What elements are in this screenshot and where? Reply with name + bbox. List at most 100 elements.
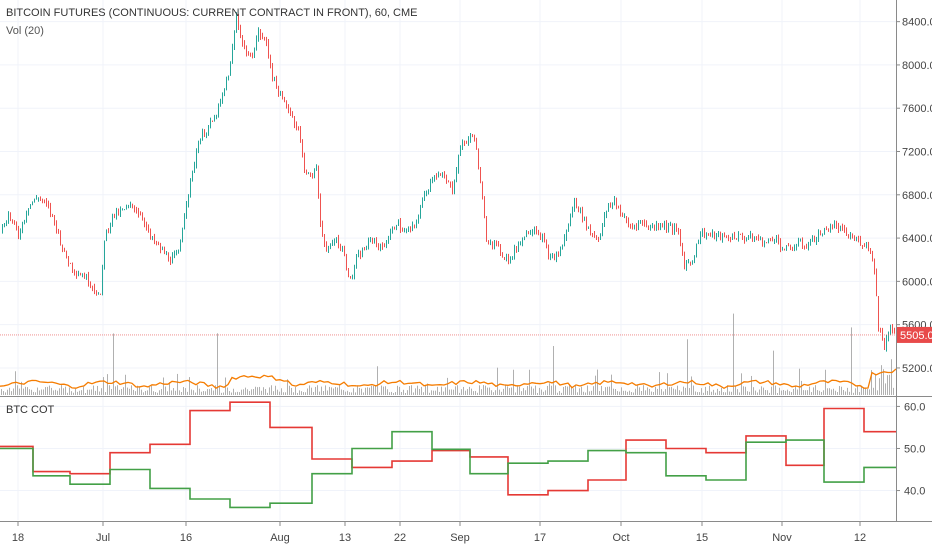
candle-body <box>264 37 265 39</box>
candle-body <box>748 237 749 239</box>
candle-body <box>606 211 607 216</box>
volume-bar <box>53 390 54 395</box>
volume-bar <box>321 386 322 395</box>
volume-bar <box>265 389 266 395</box>
candle-body <box>796 245 797 248</box>
volume-bar <box>191 389 192 395</box>
candle-body <box>660 226 661 228</box>
volume-bar <box>843 389 844 395</box>
candle-body <box>684 254 685 269</box>
candle-body <box>558 254 559 256</box>
candle-body <box>710 234 711 236</box>
candle-body <box>198 144 199 152</box>
volume-bar <box>751 375 752 395</box>
candle-body <box>246 46 247 54</box>
volume-bar <box>327 390 328 395</box>
candle-body <box>122 209 123 211</box>
candle-body <box>840 226 841 231</box>
candle-body <box>804 246 805 248</box>
candle-body <box>174 253 175 256</box>
volume-bar <box>33 391 34 395</box>
candle-body <box>696 243 697 257</box>
y-tick-label: 8000.0 <box>902 60 932 72</box>
candle-body <box>72 263 73 271</box>
candle-body <box>744 237 745 241</box>
candle-body <box>554 255 555 259</box>
volume-bar <box>699 392 700 395</box>
candle-body <box>324 236 325 244</box>
volume-bar <box>799 368 800 395</box>
candle-body <box>88 275 89 285</box>
volume-bar <box>637 385 638 395</box>
candle-body <box>534 229 535 233</box>
volume-bar <box>275 385 276 395</box>
candle-body <box>32 202 33 205</box>
candle-body <box>204 132 205 137</box>
volume-bar <box>11 391 12 395</box>
candle-body <box>546 240 547 247</box>
candle-body <box>712 231 713 235</box>
volume-bar <box>435 390 436 395</box>
volume-bar <box>453 389 454 395</box>
candle-body <box>858 239 859 241</box>
candle-body <box>502 253 503 257</box>
candle-body <box>332 242 333 246</box>
candle-body <box>200 138 201 145</box>
volume-bar <box>569 385 570 395</box>
volume-bar <box>71 391 72 395</box>
candle-body <box>630 224 631 227</box>
volume-bar <box>533 388 534 395</box>
volume-bar <box>401 392 402 395</box>
candle-body <box>84 275 85 279</box>
candle-body <box>698 242 699 244</box>
y-tick-label: 8400.0 <box>902 17 932 29</box>
volume-bar <box>839 386 840 395</box>
x-tick-label: Oct <box>612 532 629 544</box>
candle-body <box>156 242 157 244</box>
candle-body <box>54 215 55 223</box>
volume-bar <box>657 388 658 395</box>
volume-bar <box>801 380 802 395</box>
candle-body <box>148 226 149 230</box>
volume-bar <box>883 369 884 395</box>
candle-body <box>282 93 283 99</box>
volume-bar <box>863 387 864 395</box>
volume-bar <box>205 391 206 395</box>
volume-bar <box>591 390 592 395</box>
candle-body <box>454 181 455 193</box>
volume-bar <box>397 385 398 395</box>
candle-body <box>172 255 173 264</box>
volume-bar <box>393 392 394 395</box>
candle-body <box>132 204 133 206</box>
volume-bar <box>109 385 110 395</box>
volume-bar <box>829 388 830 395</box>
candle-body <box>736 238 737 240</box>
volume-bar <box>333 388 334 395</box>
candle-body <box>366 247 367 250</box>
volume-bar <box>113 333 114 395</box>
volume-bar <box>355 392 356 395</box>
volume-bar <box>35 392 36 395</box>
x-tick-label: 16 <box>180 532 192 544</box>
volume-bar <box>99 391 100 395</box>
candle-body <box>416 221 417 225</box>
candle-body <box>452 184 453 193</box>
volume-bar <box>825 369 826 395</box>
candle-body <box>742 234 743 238</box>
candle-body <box>158 243 159 245</box>
volume-bar <box>177 373 178 395</box>
candle-body <box>640 220 641 222</box>
candle-body <box>834 223 835 228</box>
volume-bar <box>581 386 582 395</box>
candle-body <box>624 216 625 218</box>
candle-body <box>386 242 387 247</box>
candle-body <box>540 234 541 239</box>
volume-bar <box>535 385 536 395</box>
candle-body <box>108 230 109 232</box>
candle-body <box>500 245 501 254</box>
volume-bar <box>465 390 466 395</box>
volume-bar <box>9 387 10 395</box>
volume-bar <box>567 386 568 395</box>
volume-bar <box>263 387 264 395</box>
volume-bar <box>67 392 68 395</box>
